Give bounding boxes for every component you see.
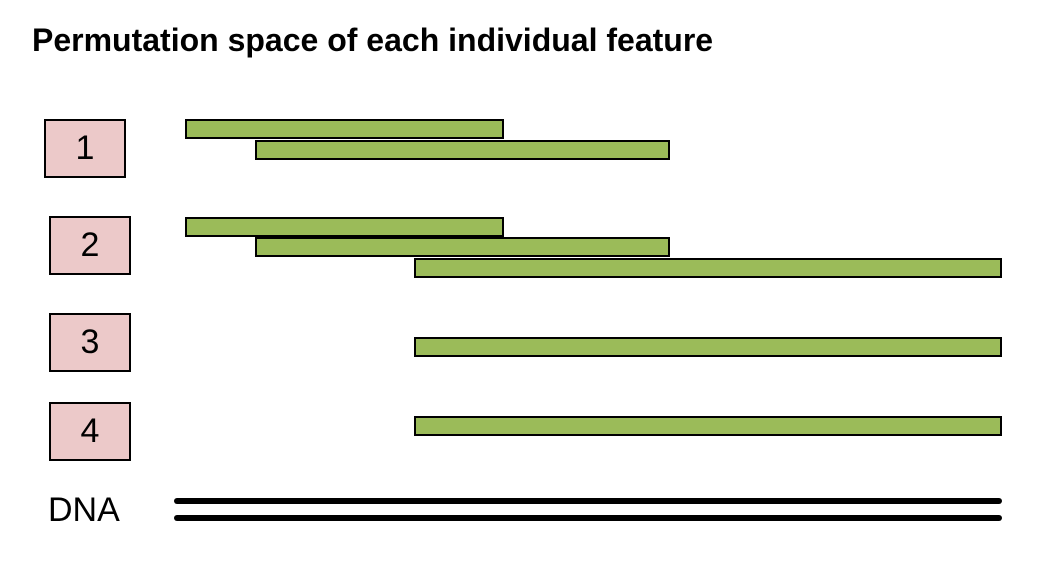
feature-3-bar-1	[413, 337, 1002, 357]
feature-2-bar-2	[255, 237, 671, 257]
dna-label: DNA	[48, 491, 120, 529]
feature-1-bar-2	[255, 140, 671, 160]
dna-strand-bottom	[174, 515, 1002, 521]
feature-box-4: 4	[49, 402, 131, 461]
feature-1-bar-1	[185, 119, 504, 139]
feature-2-bar-1	[185, 217, 504, 237]
diagram-title: Permutation space of each individual fea…	[32, 22, 714, 58]
feature-box-3: 3	[49, 313, 131, 372]
feature-box-2: 2	[49, 216, 131, 275]
feature-box-1: 1	[44, 119, 126, 178]
dna-strand-top	[174, 498, 1002, 504]
feature-2-bar-3	[413, 258, 1002, 278]
feature-4-bar-1	[413, 416, 1002, 436]
